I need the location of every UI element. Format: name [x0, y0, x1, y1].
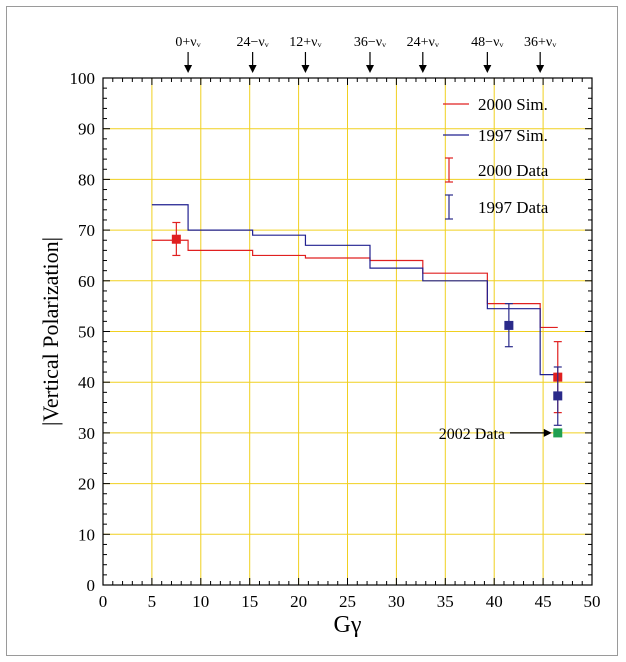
y-tick-label: 50 [78, 323, 95, 342]
y-tick-label: 0 [87, 576, 96, 595]
x-axis-label: Gγ [334, 612, 362, 638]
resonance-label: 24−νᵥ [236, 35, 269, 50]
x-tick-label: 35 [437, 592, 454, 611]
y-tick-label: 40 [78, 373, 95, 392]
resonance-arrow-head [184, 65, 193, 73]
data-point-2002-data [553, 428, 563, 438]
resonance-arrow-head [248, 65, 257, 73]
data-point-1997-data [553, 391, 563, 401]
x-tick-label: 30 [388, 592, 405, 611]
y-tick-label: 30 [78, 424, 95, 443]
y-tick-label: 10 [78, 525, 95, 544]
resonance-label: 24+νᵥ [407, 35, 440, 50]
resonance-label: 48−νᵥ [471, 35, 504, 50]
y-axis-label: |Vertical Polarization| [38, 237, 63, 426]
x-tick-label: 10 [192, 592, 209, 611]
x-tick-label: 0 [99, 592, 108, 611]
series-line-1997-sim- [151, 204, 558, 376]
x-tick-label: 5 [148, 592, 157, 611]
annotation-arrow-head [543, 428, 552, 437]
resonance-arrow-head [365, 65, 374, 73]
x-tick-label: 50 [584, 592, 601, 611]
legend-label: 1997 Sim. [478, 126, 548, 145]
annotation-label: 2002 Data [439, 426, 505, 443]
x-tick-label: 45 [535, 592, 552, 611]
x-tick-label: 20 [290, 592, 307, 611]
resonance-arrow-head [418, 65, 427, 73]
y-tick-label: 60 [78, 272, 95, 291]
data-point-1997-data [504, 320, 514, 330]
data-point-2000-data [171, 234, 181, 244]
y-tick-label: 70 [78, 221, 95, 240]
legend-label: 2000 Sim. [478, 95, 548, 114]
legend-label: 1997 Data [478, 198, 549, 217]
resonance-label: 36−νᵥ [354, 35, 387, 50]
y-tick-label: 100 [70, 69, 96, 88]
y-tick-label: 90 [78, 120, 95, 139]
y-tick-label: 80 [78, 170, 95, 189]
x-tick-label: 40 [486, 592, 503, 611]
resonance-arrow-head [483, 65, 492, 73]
resonance-label: 0+νᵥ [175, 35, 201, 50]
resonance-arrow-head [301, 65, 310, 73]
x-tick-label: 15 [241, 592, 258, 611]
y-tick-label: 20 [78, 475, 95, 494]
resonance-arrow-head [536, 65, 545, 73]
x-tick-label: 25 [339, 592, 356, 611]
resonance-label: 36+νᵥ [524, 35, 557, 50]
series-line-2000-sim- [151, 239, 558, 329]
resonance-label: 12+νᵥ [289, 35, 322, 50]
legend-label: 2000 Data [478, 161, 549, 180]
